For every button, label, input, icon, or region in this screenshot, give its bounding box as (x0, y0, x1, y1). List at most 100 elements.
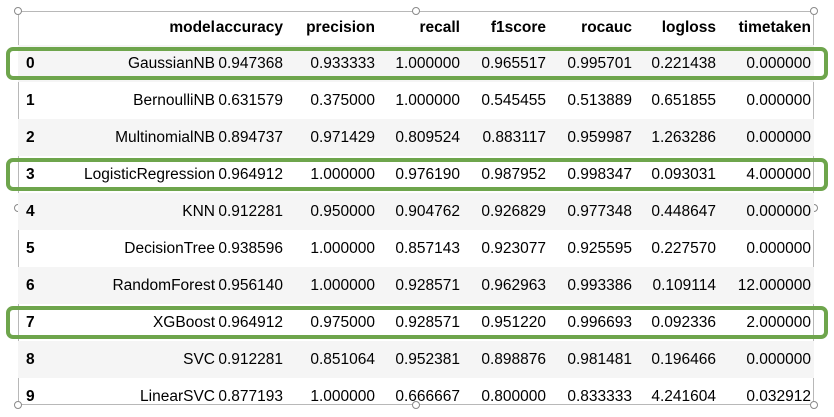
cell-f1score: 0.962963 (481, 276, 546, 294)
cell-rocauc: 0.996693 (567, 313, 632, 331)
cell-precision: 1.000000 (310, 387, 375, 405)
cell-timetaken: 0.000000 (746, 350, 811, 368)
row-index: 4 (26, 202, 35, 220)
cell-timetaken: 0.000000 (746, 54, 811, 72)
cell-logloss: 0.651855 (651, 91, 716, 109)
cell-f1score: 0.951220 (481, 313, 546, 331)
results-table: model accuracy precision recall f1score … (18, 11, 814, 405)
cell-timetaken: 2.000000 (746, 313, 811, 331)
table-row: 7 XGBoost 0.964912 0.975000 0.928571 0.951220… (18, 304, 814, 341)
cell-precision: 1.000000 (310, 239, 375, 257)
cell-precision: 0.375000 (310, 91, 375, 109)
cell-recall: 1.000000 (395, 91, 460, 109)
cell-recall: 0.904762 (395, 202, 460, 220)
cell-logloss: 0.196466 (651, 350, 716, 368)
cell-rocauc: 0.998347 (567, 165, 632, 183)
cell-rocauc: 0.981481 (567, 350, 632, 368)
cell-rocauc: 0.995701 (567, 54, 632, 72)
cell-model: DecisionTree (124, 239, 215, 257)
column-header-timetaken: timetaken (738, 18, 811, 36)
column-header-precision: precision (306, 18, 375, 36)
row-index: 2 (26, 128, 35, 146)
resize-handle-top-center[interactable] (412, 7, 420, 15)
row-index: 7 (26, 313, 35, 331)
cell-accuracy: 0.631579 (218, 91, 283, 109)
cell-accuracy: 0.947368 (218, 54, 283, 72)
cell-f1score: 0.800000 (481, 387, 546, 405)
row-index: 5 (26, 239, 35, 257)
cell-timetaken: 0.000000 (746, 202, 811, 220)
cell-accuracy: 0.938596 (218, 239, 283, 257)
cell-accuracy: 0.912281 (218, 202, 283, 220)
cell-rocauc: 0.993386 (567, 276, 632, 294)
cell-accuracy: 0.964912 (218, 313, 283, 331)
cell-model: RandomForest (112, 276, 215, 294)
cell-recall: 1.000000 (395, 54, 460, 72)
cell-rocauc: 0.959987 (567, 128, 632, 146)
cell-logloss: 0.092336 (651, 313, 716, 331)
table-row: 5 DecisionTree 0.938596 1.000000 0.857143 0.9… (18, 230, 814, 267)
cell-logloss: 0.109114 (652, 276, 717, 294)
cell-timetaken: 12.000000 (737, 276, 811, 294)
cell-f1score: 0.898876 (481, 350, 546, 368)
cell-timetaken: 0.000000 (746, 91, 811, 109)
table-row: 8 SVC 0.912281 0.851064 0.952381 0.898876 0.98… (18, 341, 814, 378)
cell-model: MultinomialNB (115, 128, 215, 146)
cell-model: KNN (182, 202, 215, 220)
cell-f1score: 0.965517 (481, 54, 546, 72)
column-header-recall: recall (419, 18, 460, 36)
row-index: 3 (26, 165, 35, 183)
cell-recall: 0.928571 (395, 313, 460, 331)
cell-f1score: 0.926829 (481, 202, 546, 220)
cell-model: LinearSVC (140, 387, 215, 405)
cell-precision: 0.933333 (310, 54, 375, 72)
cell-logloss: 1.263286 (651, 128, 716, 146)
resize-handle-bottom-right[interactable] (810, 401, 818, 409)
table-row: 2 MultinomialNB 0.894737 0.971429 0.809524 0.… (18, 119, 814, 156)
cell-accuracy: 0.894737 (218, 128, 283, 146)
cell-timetaken: 4.000000 (746, 165, 811, 183)
cell-recall: 0.857143 (395, 239, 460, 257)
resize-handle-top-right[interactable] (810, 7, 818, 15)
cell-model: LogisticRegression (84, 165, 215, 183)
cell-precision: 0.971429 (310, 128, 375, 146)
cell-accuracy: 0.956140 (218, 276, 283, 294)
table-row: 9 LinearSVC 0.877193 1.000000 0.666667 0.8000… (18, 378, 814, 415)
cell-recall: 0.809524 (395, 128, 460, 146)
resize-handle-bottom-center[interactable] (412, 401, 420, 409)
cell-recall: 0.952381 (395, 350, 460, 368)
cell-rocauc: 0.513889 (567, 91, 632, 109)
cell-model: GaussianNB (127, 54, 215, 72)
cell-model: SVC (183, 350, 215, 368)
cell-rocauc: 0.925595 (567, 239, 632, 257)
cell-logloss: 0.093031 (651, 165, 716, 183)
column-header-model: model (169, 18, 215, 36)
cell-timetaken: 0.000000 (746, 239, 811, 257)
row-index: 6 (26, 276, 35, 294)
cell-accuracy: 0.912281 (218, 350, 283, 368)
cell-logloss: 0.227570 (651, 239, 716, 257)
cell-precision: 0.975000 (310, 313, 375, 331)
cell-precision: 1.000000 (310, 165, 375, 183)
cell-logloss: 0.448647 (651, 202, 716, 220)
cell-f1score: 0.923077 (481, 239, 546, 257)
cell-model: XGBoost (152, 313, 215, 331)
cell-logloss: 0.221438 (651, 54, 716, 72)
cell-accuracy: 0.964912 (218, 165, 283, 183)
row-index: 0 (26, 54, 35, 72)
cell-model: BernoulliNB (133, 91, 215, 109)
table-header-row: model accuracy precision recall f1score … (18, 11, 814, 44)
column-header-rocauc: rocauc (581, 18, 632, 36)
table-row: 1 BernoulliNB 0.631579 0.375000 1.000000 0.54… (18, 82, 814, 119)
resize-handle-top-left[interactable] (14, 7, 22, 15)
cell-precision: 1.000000 (310, 276, 375, 294)
column-header-accuracy: accuracy (215, 18, 283, 36)
resize-handle-bottom-left[interactable] (14, 401, 22, 409)
cell-accuracy: 0.877193 (218, 387, 283, 405)
cell-timetaken: 0.000000 (746, 128, 811, 146)
row-index: 9 (26, 387, 35, 405)
cell-recall: 0.666667 (395, 387, 460, 405)
table-row: 0 GaussianNB 0.947368 0.933333 1.000000 0.965… (18, 45, 814, 82)
cell-f1score: 0.545455 (481, 91, 546, 109)
cell-logloss: 4.241604 (651, 387, 716, 405)
